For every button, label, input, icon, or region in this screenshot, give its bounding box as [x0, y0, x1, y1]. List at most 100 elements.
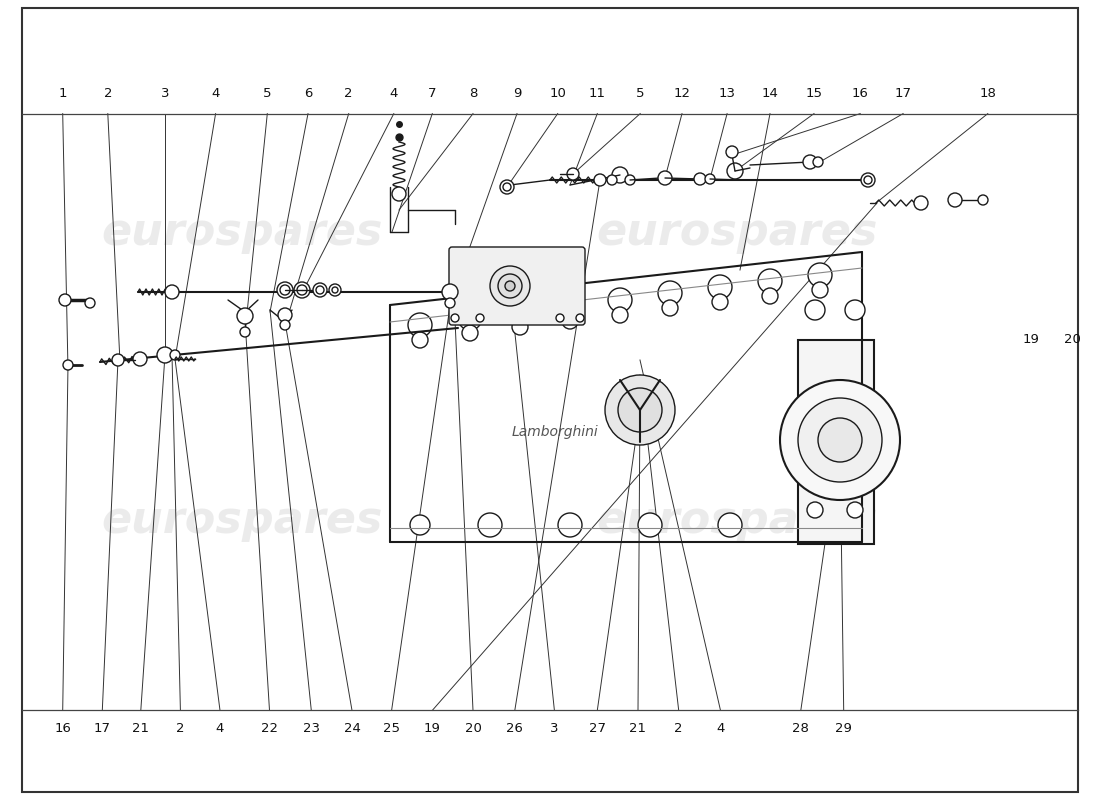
Text: 5: 5 [263, 87, 272, 100]
Text: eurospares: eurospares [596, 498, 878, 542]
Text: 25: 25 [383, 722, 400, 734]
Circle shape [861, 173, 875, 187]
Text: 15: 15 [805, 87, 823, 100]
Circle shape [412, 332, 428, 348]
Circle shape [508, 300, 532, 324]
Circle shape [808, 263, 832, 287]
Circle shape [658, 171, 672, 185]
Circle shape [280, 320, 290, 330]
Text: 2: 2 [344, 87, 353, 100]
Text: 28: 28 [792, 722, 810, 734]
Circle shape [133, 352, 147, 366]
Circle shape [847, 502, 864, 518]
Circle shape [332, 287, 338, 293]
Text: 19: 19 [424, 722, 441, 734]
Text: eurospares: eurospares [101, 498, 383, 542]
Text: 24: 24 [343, 722, 361, 734]
Circle shape [85, 298, 95, 308]
Text: Lamborghini: Lamborghini [512, 425, 598, 439]
Text: 2: 2 [103, 87, 112, 100]
Circle shape [558, 294, 582, 318]
Circle shape [408, 313, 432, 337]
Circle shape [297, 285, 307, 295]
Text: 4: 4 [716, 722, 725, 734]
Circle shape [451, 314, 459, 322]
Text: eurospares: eurospares [596, 210, 878, 254]
Circle shape [608, 288, 632, 312]
Circle shape [165, 285, 179, 299]
Circle shape [562, 313, 578, 329]
Text: 16: 16 [851, 87, 869, 100]
Circle shape [780, 380, 900, 500]
Circle shape [708, 275, 732, 299]
Circle shape [712, 294, 728, 310]
Circle shape [314, 283, 327, 297]
Circle shape [278, 308, 292, 322]
Text: 13: 13 [718, 87, 736, 100]
Text: 4: 4 [216, 722, 224, 734]
Text: 17: 17 [894, 87, 912, 100]
Circle shape [694, 173, 706, 185]
Circle shape [498, 274, 522, 298]
Circle shape [612, 307, 628, 323]
Text: 16: 16 [54, 722, 72, 734]
Circle shape [758, 269, 782, 293]
Circle shape [59, 294, 72, 306]
Circle shape [618, 388, 662, 432]
Text: 27: 27 [588, 722, 606, 734]
Circle shape [329, 284, 341, 296]
Circle shape [625, 175, 635, 185]
Circle shape [718, 513, 743, 537]
Text: 20: 20 [1064, 333, 1081, 346]
Text: 23: 23 [302, 722, 320, 734]
Circle shape [476, 314, 484, 322]
Circle shape [978, 195, 988, 205]
Circle shape [803, 155, 817, 169]
Circle shape [605, 375, 675, 445]
Circle shape [612, 167, 628, 183]
Text: 18: 18 [979, 87, 997, 100]
Circle shape [705, 174, 715, 184]
Circle shape [280, 285, 290, 295]
Circle shape [556, 314, 564, 322]
Text: 8: 8 [469, 87, 477, 100]
Circle shape [864, 176, 872, 184]
Circle shape [566, 168, 579, 180]
Circle shape [157, 347, 173, 363]
Circle shape [813, 157, 823, 167]
Text: 20: 20 [464, 722, 482, 734]
FancyBboxPatch shape [449, 247, 585, 325]
Circle shape [512, 319, 528, 335]
Text: 29: 29 [835, 722, 852, 734]
Text: 21: 21 [629, 722, 647, 734]
Circle shape [638, 513, 662, 537]
Circle shape [576, 314, 584, 322]
Text: 17: 17 [94, 722, 111, 734]
Circle shape [442, 284, 458, 300]
Circle shape [446, 298, 455, 308]
Text: 9: 9 [513, 87, 521, 100]
Text: 22: 22 [261, 722, 278, 734]
Circle shape [662, 300, 678, 316]
Circle shape [812, 282, 828, 298]
Circle shape [236, 308, 253, 324]
Circle shape [490, 266, 530, 306]
Text: 19: 19 [1022, 333, 1040, 346]
Text: 2: 2 [674, 722, 683, 734]
Circle shape [500, 180, 514, 194]
Text: 5: 5 [636, 87, 645, 100]
Text: 4: 4 [389, 87, 398, 100]
Circle shape [392, 187, 406, 201]
Text: 7: 7 [428, 87, 437, 100]
Circle shape [607, 175, 617, 185]
Text: 11: 11 [588, 87, 606, 100]
Text: eurospares: eurospares [101, 210, 383, 254]
Circle shape [277, 282, 293, 298]
Circle shape [63, 360, 73, 370]
Circle shape [594, 174, 606, 186]
Circle shape [818, 418, 862, 462]
Circle shape [410, 515, 430, 535]
Circle shape [505, 281, 515, 291]
Text: 2: 2 [176, 722, 185, 734]
Circle shape [503, 183, 512, 191]
